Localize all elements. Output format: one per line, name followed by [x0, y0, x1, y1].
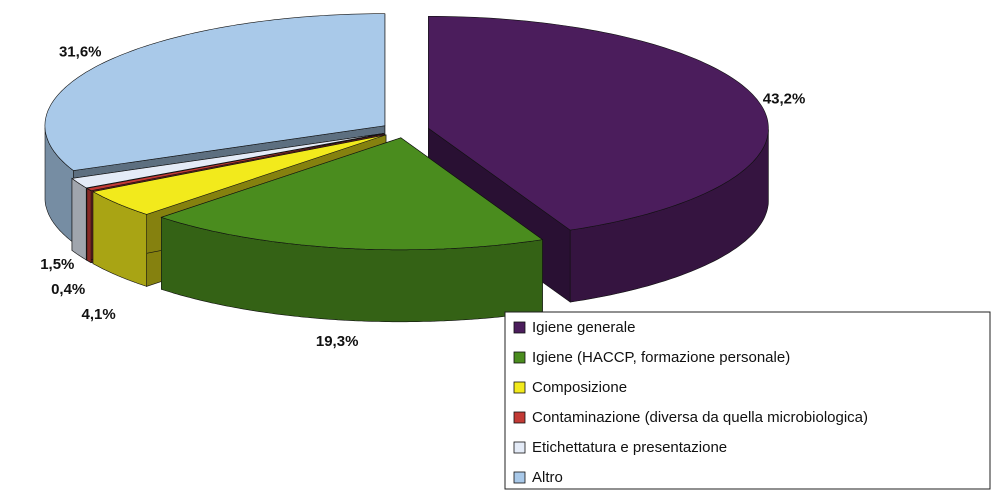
- legend-swatch: [513, 441, 526, 454]
- value-label: 43,2%: [763, 91, 806, 108]
- legend-swatch: [513, 351, 526, 364]
- slice-side: [86, 188, 92, 263]
- pie-slice: [160, 137, 544, 251]
- value-label: 19,3%: [316, 333, 359, 350]
- legend-label: Etichettatura e presentazione: [532, 439, 727, 456]
- value-label: 4,1%: [82, 306, 116, 323]
- legend: Igiene generale Igiene (HACCP, formazione…: [504, 311, 991, 490]
- value-label: 0,4%: [51, 281, 85, 298]
- pie-slice: [71, 133, 384, 189]
- legend-box: [504, 311, 991, 490]
- pie-slice: [428, 16, 769, 231]
- value-label: 31,6%: [59, 43, 102, 60]
- value-labels: 43,2% 19,3% 4,1% 0,4% 1,5% 31,6%: [40, 43, 805, 350]
- legend-label: Altro: [532, 469, 563, 486]
- legend-label: Igiene generale: [532, 319, 635, 336]
- legend-swatch: [513, 381, 526, 394]
- slice-side: [71, 177, 87, 261]
- pie-slice: [86, 133, 385, 191]
- legend-swatch: [513, 321, 526, 334]
- legend-swatch: [513, 411, 526, 424]
- legend-label: Contaminazione (diversa da quella microb…: [532, 409, 868, 426]
- legend-swatch: [513, 471, 526, 484]
- legend-label: Igiene (HACCP, formazione personale): [532, 349, 790, 366]
- pie-slice: [44, 13, 386, 171]
- value-label: 1,5%: [40, 256, 74, 273]
- legend-label: Composizione: [532, 379, 627, 396]
- pie-slice: [92, 134, 387, 215]
- pie: [44, 13, 769, 323]
